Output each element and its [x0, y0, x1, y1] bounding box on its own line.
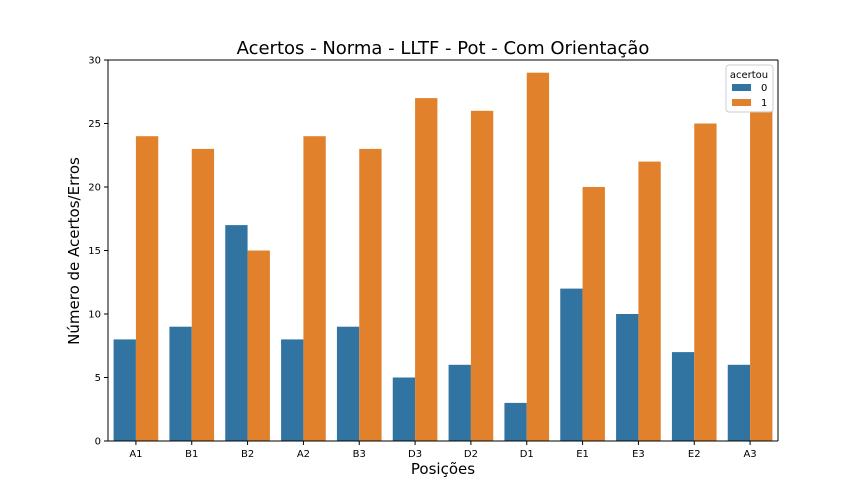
x-tick-label: A3	[743, 449, 756, 460]
x-tick-label: D2	[464, 449, 478, 460]
bar-B2-series-1	[247, 250, 270, 441]
x-tick-label: A1	[129, 449, 142, 460]
bar-A3-series-0	[727, 364, 751, 441]
legend-title: acertou	[730, 70, 768, 81]
bar-D3-series-0	[392, 377, 416, 441]
y-axis-ticks: 0 5 10 15 20 25 30	[88, 56, 108, 448]
y-tick-label: 10	[88, 310, 101, 321]
bar-E2-series-0	[671, 352, 695, 441]
bar-E2-series-1	[694, 123, 717, 441]
bar-E3-series-0	[616, 314, 639, 441]
bar-D2-series-0	[448, 364, 471, 441]
x-tick-label: D3	[408, 449, 422, 460]
legend-swatch-0	[732, 84, 751, 91]
bar-B1-series-0	[169, 326, 192, 441]
legend-label-0: 0	[761, 83, 767, 94]
x-axis-label: Posições	[411, 460, 475, 478]
x-tick-label: A2	[297, 449, 310, 460]
plot-area	[107, 59, 779, 442]
bar-E1-series-0	[560, 288, 583, 441]
y-tick-label: 30	[88, 56, 101, 67]
y-axis-label: Número de Acertos/Erros	[65, 157, 83, 345]
bar-B1-series-1	[191, 148, 215, 441]
y-tick-label: 0	[95, 437, 101, 448]
x-axis-ticks: A1 B1 B2 A2 B3 D3 D2 D1 E1 E3 E2 A3	[129, 441, 757, 460]
x-tick-label: B1	[185, 449, 198, 460]
bar-D1-series-1	[526, 72, 550, 441]
x-tick-label: B3	[353, 449, 366, 460]
bar-D1-series-0	[504, 402, 527, 441]
x-tick-label: E2	[688, 449, 701, 460]
bar-A3-series-1	[750, 110, 773, 442]
bar-E3-series-1	[638, 161, 661, 441]
bar-D3-series-1	[415, 98, 438, 441]
y-tick-label: 15	[88, 246, 101, 257]
x-tick-label: D1	[520, 449, 534, 460]
bar-A2-series-0	[281, 339, 304, 441]
bar-D2-series-1	[470, 110, 494, 442]
x-tick-label: E3	[632, 449, 645, 460]
x-tick-label: E1	[576, 449, 589, 460]
chart-title: Acertos - Norma - LLTF - Pot - Com Orien…	[237, 38, 650, 59]
legend: acertou 0 1	[725, 64, 774, 113]
y-tick-label: 5	[95, 373, 101, 384]
bar-A1-series-0	[113, 339, 136, 441]
y-tick-label: 20	[88, 183, 101, 194]
x-tick-label: B2	[241, 449, 254, 460]
bar-B3-series-1	[359, 148, 382, 441]
bar-E1-series-1	[582, 187, 605, 441]
bar-A2-series-1	[303, 136, 326, 441]
bar-A1-series-1	[135, 136, 159, 441]
bar-B2-series-0	[225, 225, 248, 441]
legend-swatch-1	[732, 99, 751, 106]
bar-B3-series-0	[336, 326, 360, 441]
y-tick-label: 25	[88, 119, 101, 130]
legend-label-1: 1	[761, 98, 767, 109]
